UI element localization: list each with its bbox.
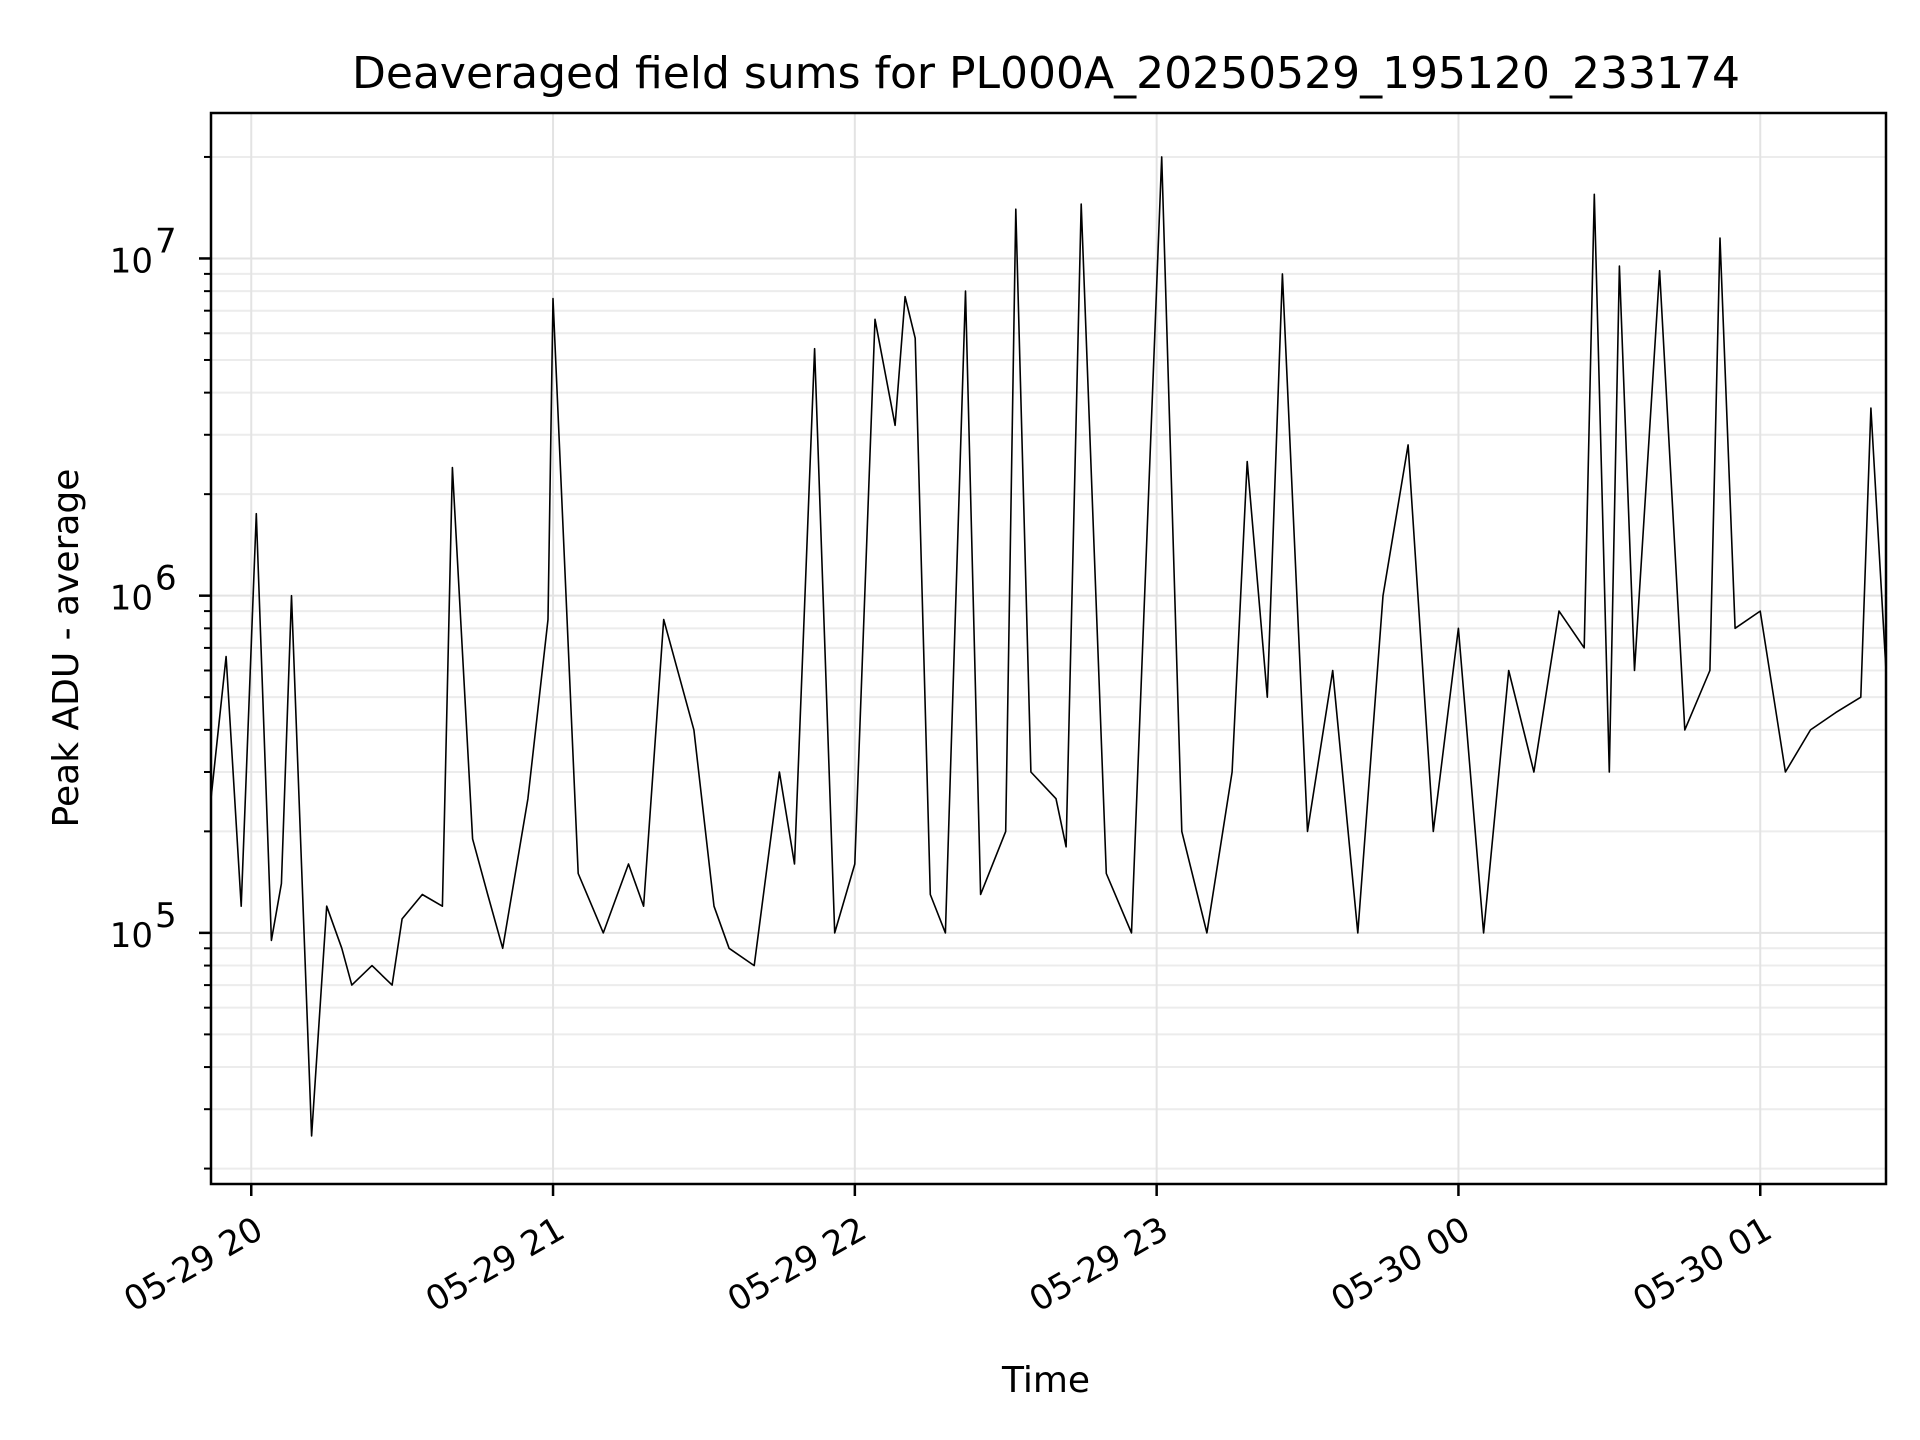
x-tick-label: 05-29 20 <box>117 1209 269 1320</box>
series-line <box>210 156 1887 1137</box>
y-tick-exponent: 7 <box>155 221 177 261</box>
x-axis: 05-29 20 05-29 21 05-29 22 05-29 23 05-30 00… <box>117 1184 1779 1320</box>
y-axis-label: Peak ADU - average <box>46 469 87 828</box>
x-tick-label: 05-29 21 <box>419 1209 571 1320</box>
y-tick-exponent: 6 <box>155 559 177 599</box>
y-tick-label: 10 <box>110 241 153 281</box>
x-axis-label: Time <box>1001 1360 1090 1401</box>
chart-title: Deaveraged field sums for PL000A_2025052… <box>352 48 1740 99</box>
x-tick-label: 05-29 22 <box>721 1209 873 1320</box>
y-tick-label: 10 <box>110 579 153 619</box>
x-tick-label: 05-29 23 <box>1023 1209 1175 1320</box>
x-tick-label: 05-30 01 <box>1626 1209 1778 1320</box>
x-tick-label: 05-30 00 <box>1325 1209 1477 1320</box>
plot-area <box>210 156 1887 1137</box>
y-tick-exponent: 5 <box>155 896 177 936</box>
y-tick-label: 10 <box>110 916 153 956</box>
